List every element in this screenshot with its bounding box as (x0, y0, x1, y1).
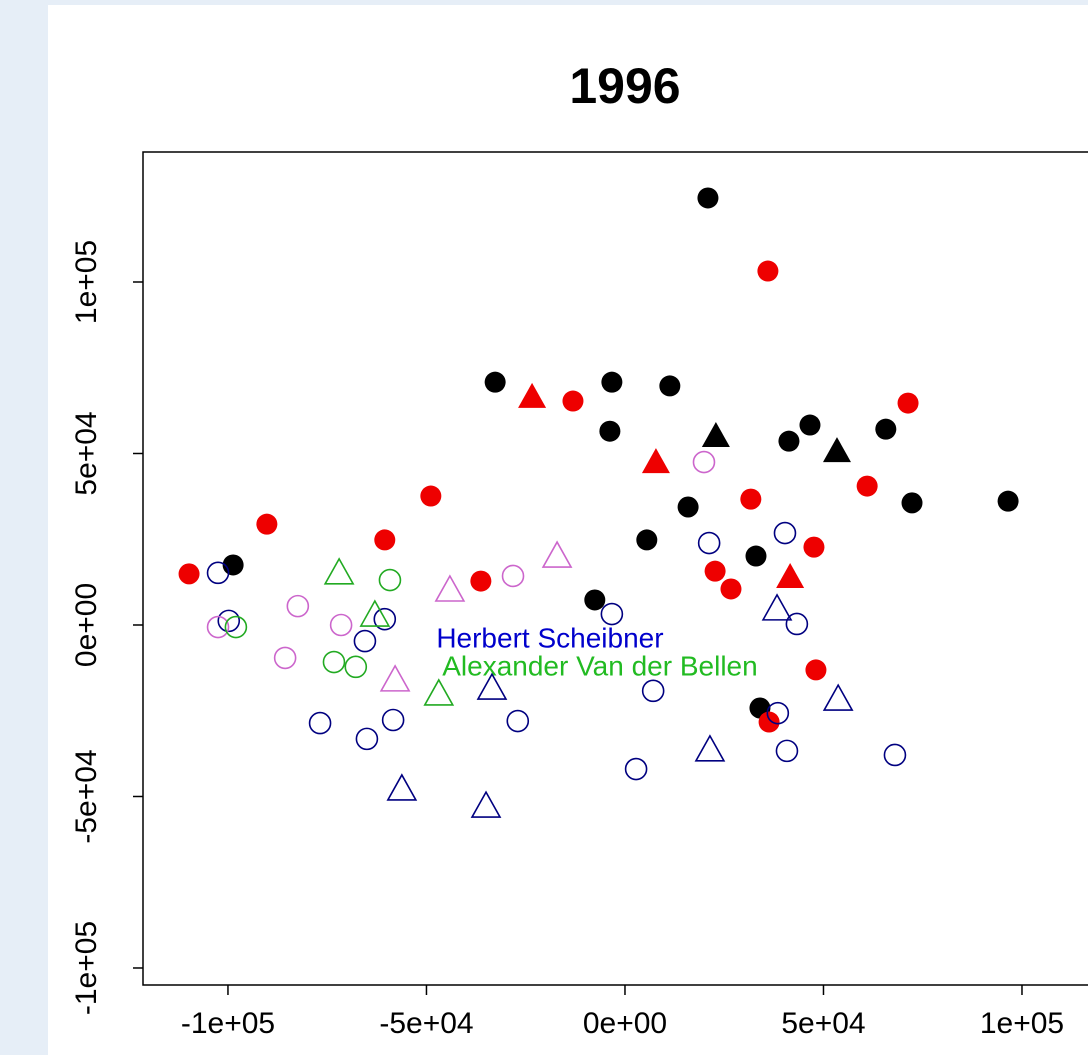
y-tick-label: 0e+00 (70, 583, 103, 667)
triangle-point (476, 672, 508, 700)
circle-point (624, 757, 648, 781)
circle-point (601, 371, 623, 393)
x-tick-label: 1e+05 (980, 1007, 1064, 1040)
point-annotation: Alexander Van der Bellen (442, 650, 757, 681)
circle-point (374, 529, 396, 551)
circle-point (856, 475, 878, 497)
circle-point (692, 450, 716, 474)
circle-point (206, 615, 230, 639)
x-tick-label: 5e+04 (781, 1007, 865, 1040)
triangle-point (776, 562, 805, 588)
x-tick-label: 0e+00 (583, 1007, 667, 1040)
triangle-point (323, 557, 355, 585)
y-tick-label: -1e+05 (70, 921, 103, 1015)
circle-point (273, 646, 297, 670)
chart: 1996 -1e+05 -5e+04 0e+00 5e+04 1e+05 -1e+05 -5… (48, 5, 1088, 1055)
circle-point (740, 488, 762, 510)
circle-point (344, 655, 368, 679)
x-tick-label: -1e+05 (181, 1007, 275, 1040)
circle-point (178, 563, 200, 585)
triangle-point (470, 790, 502, 818)
y-tick-label: 1e+05 (70, 240, 103, 324)
triangle-point (761, 593, 793, 621)
circle-point (329, 613, 353, 637)
circle-point (355, 727, 379, 751)
circle-point (805, 659, 827, 681)
y-tick-label: 5e+04 (70, 411, 103, 495)
circle-point (224, 615, 248, 639)
circle-point (757, 260, 779, 282)
x-tick-label: -5e+04 (379, 1007, 473, 1040)
circle-point (470, 570, 492, 592)
circle-point (420, 485, 442, 507)
circle-point (875, 418, 897, 440)
plot-frame (142, 151, 1088, 986)
triangle-point (701, 422, 730, 448)
circle-point (322, 650, 346, 674)
circle-point (256, 513, 278, 535)
circle-point (636, 529, 658, 551)
circle-point (286, 594, 310, 618)
triangle-point (423, 678, 455, 706)
circle-point (378, 568, 402, 592)
triangle-point (386, 773, 418, 801)
triangle-point (694, 734, 726, 762)
triangle-point (359, 599, 391, 627)
circle-point (659, 375, 681, 397)
circle-point (373, 607, 397, 631)
circle-point (484, 371, 506, 393)
circle-point (997, 490, 1019, 512)
circle-point (584, 589, 606, 611)
circle-point (562, 390, 584, 412)
circle-point (901, 492, 923, 514)
circle-point (353, 629, 377, 653)
triangle-point (379, 664, 411, 692)
circle-point (745, 545, 767, 567)
triangle-point (518, 382, 547, 408)
circle-point (773, 521, 797, 545)
circle-point (758, 711, 780, 733)
circle-point (803, 536, 825, 558)
circle-point (785, 612, 809, 636)
circle-point (697, 187, 719, 209)
circle-point (704, 560, 726, 582)
circle-point (506, 709, 530, 733)
triangle-point (541, 540, 573, 568)
circle-point (720, 578, 742, 600)
circle-point (641, 679, 665, 703)
circle-point (778, 430, 800, 452)
circle-point (897, 392, 919, 414)
circle-point (599, 420, 621, 442)
circle-point (883, 743, 907, 767)
circle-point (501, 564, 525, 588)
circle-point (677, 496, 699, 518)
circle-point (308, 711, 332, 735)
triangle-point (822, 437, 851, 463)
circle-point (600, 602, 624, 626)
circle-point (766, 701, 790, 725)
circle-point (775, 739, 799, 763)
circle-point (697, 531, 721, 555)
y-tick-label: -5e+04 (70, 749, 103, 843)
circle-point (799, 414, 821, 436)
chart-title: 1996 (569, 58, 680, 114)
triangle-point (822, 683, 854, 711)
circle-point (206, 561, 230, 585)
triangle-point (641, 448, 670, 474)
circle-point (217, 609, 241, 633)
point-annotation: Herbert Scheibner (436, 622, 663, 653)
triangle-point (434, 574, 466, 602)
circle-point (381, 708, 405, 732)
